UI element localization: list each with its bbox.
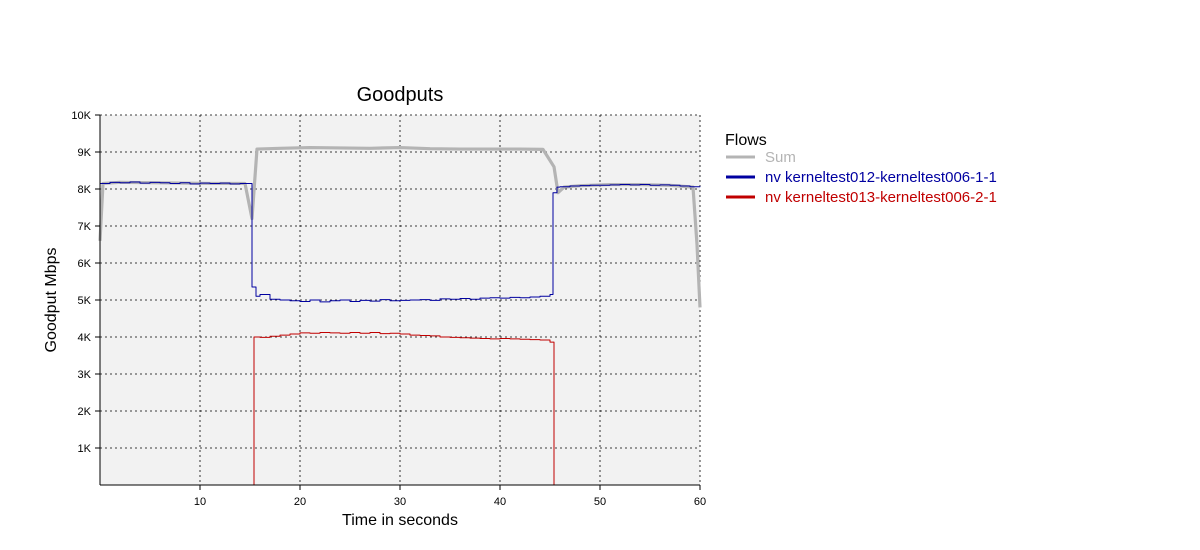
y-axis-ticks: 1K 2K 3K 4K 5K 6K 7K 8K 9K 10K: [71, 110, 100, 455]
x-tick-label: 10: [194, 496, 206, 508]
x-tick-label: 20: [294, 496, 306, 508]
y-tick-label: 4K: [78, 332, 92, 344]
series-3-line: [100, 332, 700, 486]
legend-title: Flows: [725, 132, 767, 149]
y-tick-label: 5K: [78, 295, 92, 307]
y-axis-label: Goodput Mbps: [43, 248, 60, 353]
y-tick-label: 9K: [78, 147, 92, 159]
x-tick-label: 40: [494, 496, 506, 508]
x-tick-label: 60: [694, 496, 706, 508]
y-tick-label: 2K: [78, 406, 92, 418]
y-tick-label: 6K: [78, 258, 92, 270]
x-tick-label: 50: [594, 496, 606, 508]
x-tick-label: 30: [394, 496, 406, 508]
chart-title: Goodputs: [357, 84, 444, 106]
y-tick-label: 1K: [78, 443, 92, 455]
y-tick-label: 8K: [78, 184, 92, 196]
y-tick-label: 3K: [78, 369, 92, 381]
legend-label: nv kerneltest013-kerneltest006-2-1: [765, 189, 997, 206]
x-axis-label: Time in seconds: [342, 512, 458, 529]
x-axis-ticks: 10 20 30 40 50 60: [194, 485, 706, 508]
legend-label: nv kerneltest012-kerneltest006-1-1: [765, 169, 997, 186]
legend: Flows Sum nv kerneltest012-kerneltest006-…: [725, 132, 997, 206]
series-2-line: [100, 181, 701, 303]
series-layer: [98, 145, 702, 486]
y-tick-label: 7K: [78, 221, 92, 233]
grid: [100, 114, 701, 485]
y-tick-label: 10K: [71, 110, 91, 122]
legend-label: Sum: [765, 149, 796, 166]
